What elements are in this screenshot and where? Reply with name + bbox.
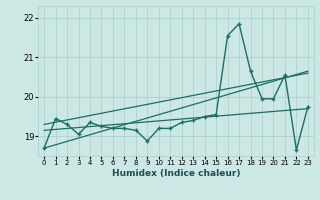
X-axis label: Humidex (Indice chaleur): Humidex (Indice chaleur) xyxy=(112,169,240,178)
